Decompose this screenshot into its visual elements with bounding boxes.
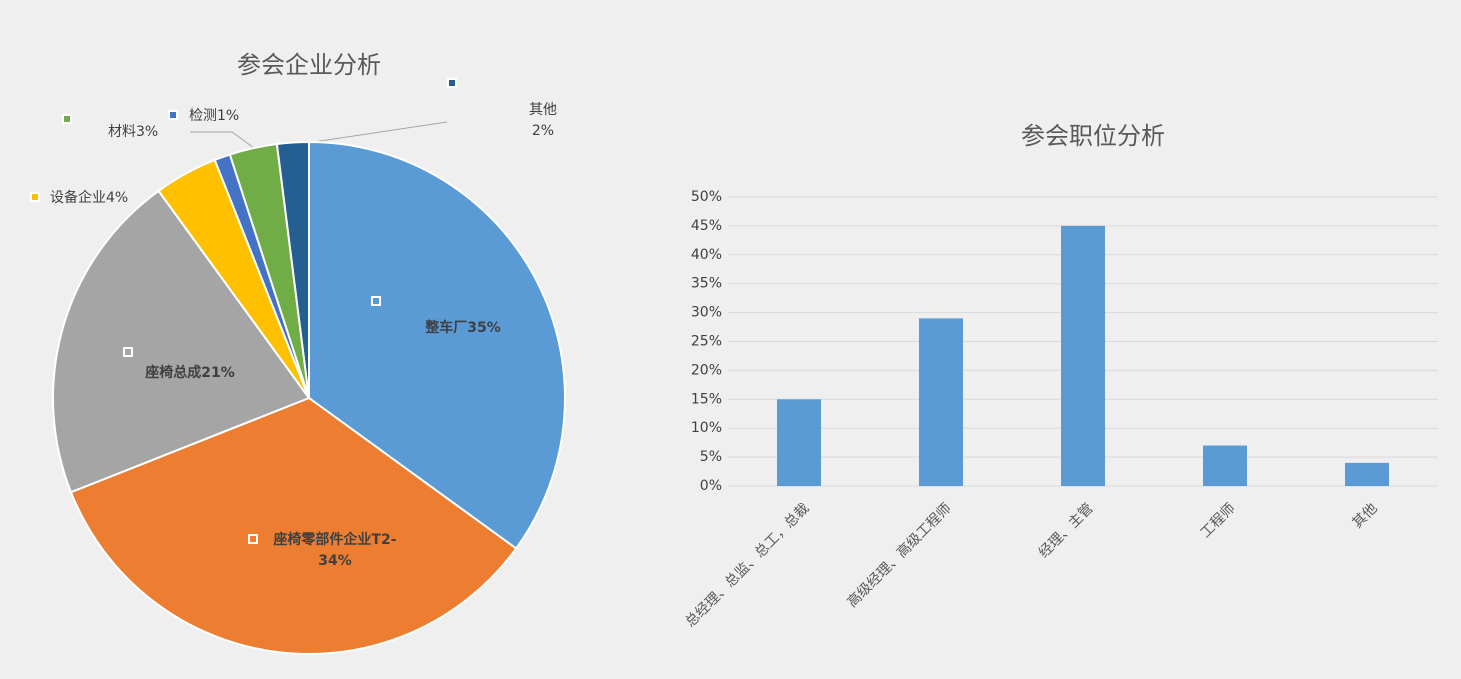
y-tick-label: 20% bbox=[691, 362, 722, 378]
y-tick-label: 5% bbox=[700, 449, 722, 465]
label-name: 检测 bbox=[189, 108, 217, 124]
leader-line bbox=[299, 121, 448, 145]
pie-slice bbox=[52, 189, 311, 494]
bar bbox=[1061, 225, 1105, 486]
chart-title: 参会企业分析 bbox=[237, 51, 381, 79]
chart-title: 参会职位分析 bbox=[1021, 122, 1165, 150]
y-tick-label: 0% bbox=[700, 478, 722, 494]
y-tick-label: 35% bbox=[691, 276, 722, 292]
data-label: 座椅零部件企业T2- 34% bbox=[273, 531, 396, 569]
leader-line bbox=[190, 131, 255, 149]
bar bbox=[919, 318, 963, 486]
bar bbox=[1203, 445, 1247, 486]
legend-marker bbox=[123, 347, 133, 357]
label-value: 35% bbox=[467, 320, 501, 336]
data-label: 材料3% bbox=[108, 124, 158, 140]
label-name: 整车厂 bbox=[424, 319, 467, 336]
label-value: 2% bbox=[532, 123, 554, 139]
legend-marker bbox=[248, 534, 258, 544]
y-tick-label: 15% bbox=[691, 391, 722, 407]
label-value: 21% bbox=[201, 365, 235, 381]
y-tick-label: 25% bbox=[691, 334, 722, 350]
label-value: 4% bbox=[106, 190, 128, 206]
label-name: 设备企业 bbox=[50, 189, 106, 206]
bar bbox=[777, 399, 821, 486]
data-label: 设备企业4% bbox=[50, 189, 128, 206]
label-value: 1% bbox=[217, 108, 239, 124]
y-tick-label: 50% bbox=[691, 189, 722, 205]
label-value: 3% bbox=[136, 124, 158, 140]
bar bbox=[1345, 462, 1389, 486]
legend-marker bbox=[30, 192, 40, 202]
legend-marker bbox=[62, 114, 72, 124]
data-label: 检测1% bbox=[189, 108, 239, 124]
y-tick-label: 10% bbox=[691, 420, 722, 436]
pie-slice bbox=[69, 396, 518, 655]
label-name: 座椅零部件企业T2- bbox=[273, 531, 396, 548]
y-tick-label: 30% bbox=[691, 305, 722, 321]
pie-slice bbox=[275, 140, 310, 399]
label-name: 座椅总成 bbox=[145, 364, 201, 381]
data-label: 其他 2% bbox=[529, 102, 557, 139]
legend-marker bbox=[447, 78, 457, 88]
label-name: 其他 bbox=[529, 102, 557, 118]
data-label: 整车厂35% bbox=[424, 319, 501, 336]
data-label: 座椅总成21% bbox=[145, 364, 235, 381]
legend-marker bbox=[371, 296, 381, 306]
y-tick-label: 45% bbox=[691, 218, 722, 234]
y-tick-label: 40% bbox=[691, 247, 722, 263]
legend-marker bbox=[168, 110, 178, 120]
pie-slice bbox=[308, 140, 566, 550]
label-value: 34% bbox=[318, 553, 352, 569]
label-name: 材料 bbox=[108, 124, 136, 140]
